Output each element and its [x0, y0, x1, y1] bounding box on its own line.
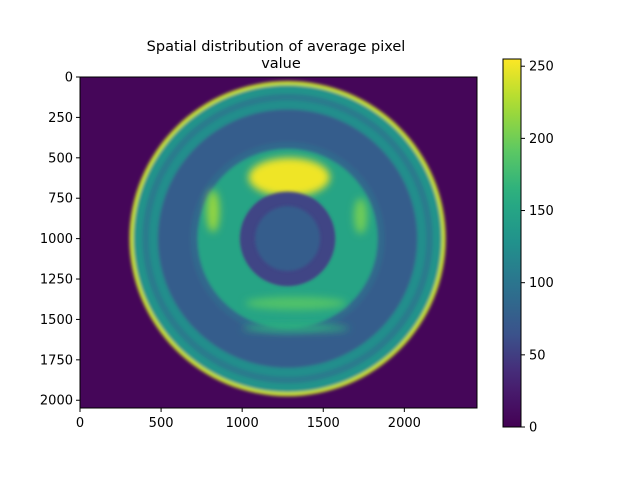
heatmap-hub-1	[255, 206, 321, 271]
colorbar-tick-label-1: 50	[529, 348, 546, 363]
heatmap-bright-region-4	[354, 198, 368, 234]
y-tick-label-0: 0	[65, 71, 73, 86]
y-tick-label-6: 1500	[40, 313, 73, 328]
colorbar-tick-label-2: 100	[529, 276, 554, 291]
colorbar-tick-label-3: 150	[529, 204, 554, 219]
y-axis: 0 250 500 750 1000 1250 1500 1750 2000	[40, 71, 80, 409]
x-tick-label-3: 1500	[307, 416, 340, 431]
colorbar-tick-label-0: 0	[529, 421, 537, 436]
x-tick-label-0: 0	[76, 416, 84, 431]
y-tick-label-2: 500	[48, 151, 73, 166]
colorbar-gradient	[503, 59, 521, 427]
heatmap-image	[80, 77, 477, 408]
plot-frame	[79, 76, 478, 409]
y-tick-label-7: 1750	[40, 353, 73, 368]
colorbar-tick-label-5: 250	[529, 60, 554, 75]
heatmap-bright-region-0	[248, 157, 330, 197]
chart-title-line-1: Spatial distribution of average pixel	[147, 39, 406, 55]
colorbar-tick-label-4: 200	[529, 132, 554, 147]
y-tick-label-3: 750	[48, 192, 73, 207]
y-tick-label-8: 2000	[40, 394, 73, 409]
heatmap-bright-region-3	[206, 190, 220, 233]
y-tick-label-4: 1000	[40, 232, 73, 247]
heatmap-bright-region-1	[245, 296, 346, 310]
y-tick-label-5: 1250	[40, 273, 73, 288]
x-axis: 0 500 1000 1500 2000	[76, 408, 421, 431]
x-tick-label-4: 2000	[388, 416, 421, 431]
chart-title-line-2: value	[261, 56, 301, 72]
heatmap-bright-region-2	[242, 324, 350, 332]
x-tick-label-1: 500	[149, 416, 174, 431]
colorbar-axis: 0 50 100 150 200 250	[521, 60, 554, 436]
colorbar-frame	[502, 58, 522, 428]
x-tick-label-2: 1000	[226, 416, 259, 431]
y-tick-label-1: 250	[48, 111, 73, 126]
